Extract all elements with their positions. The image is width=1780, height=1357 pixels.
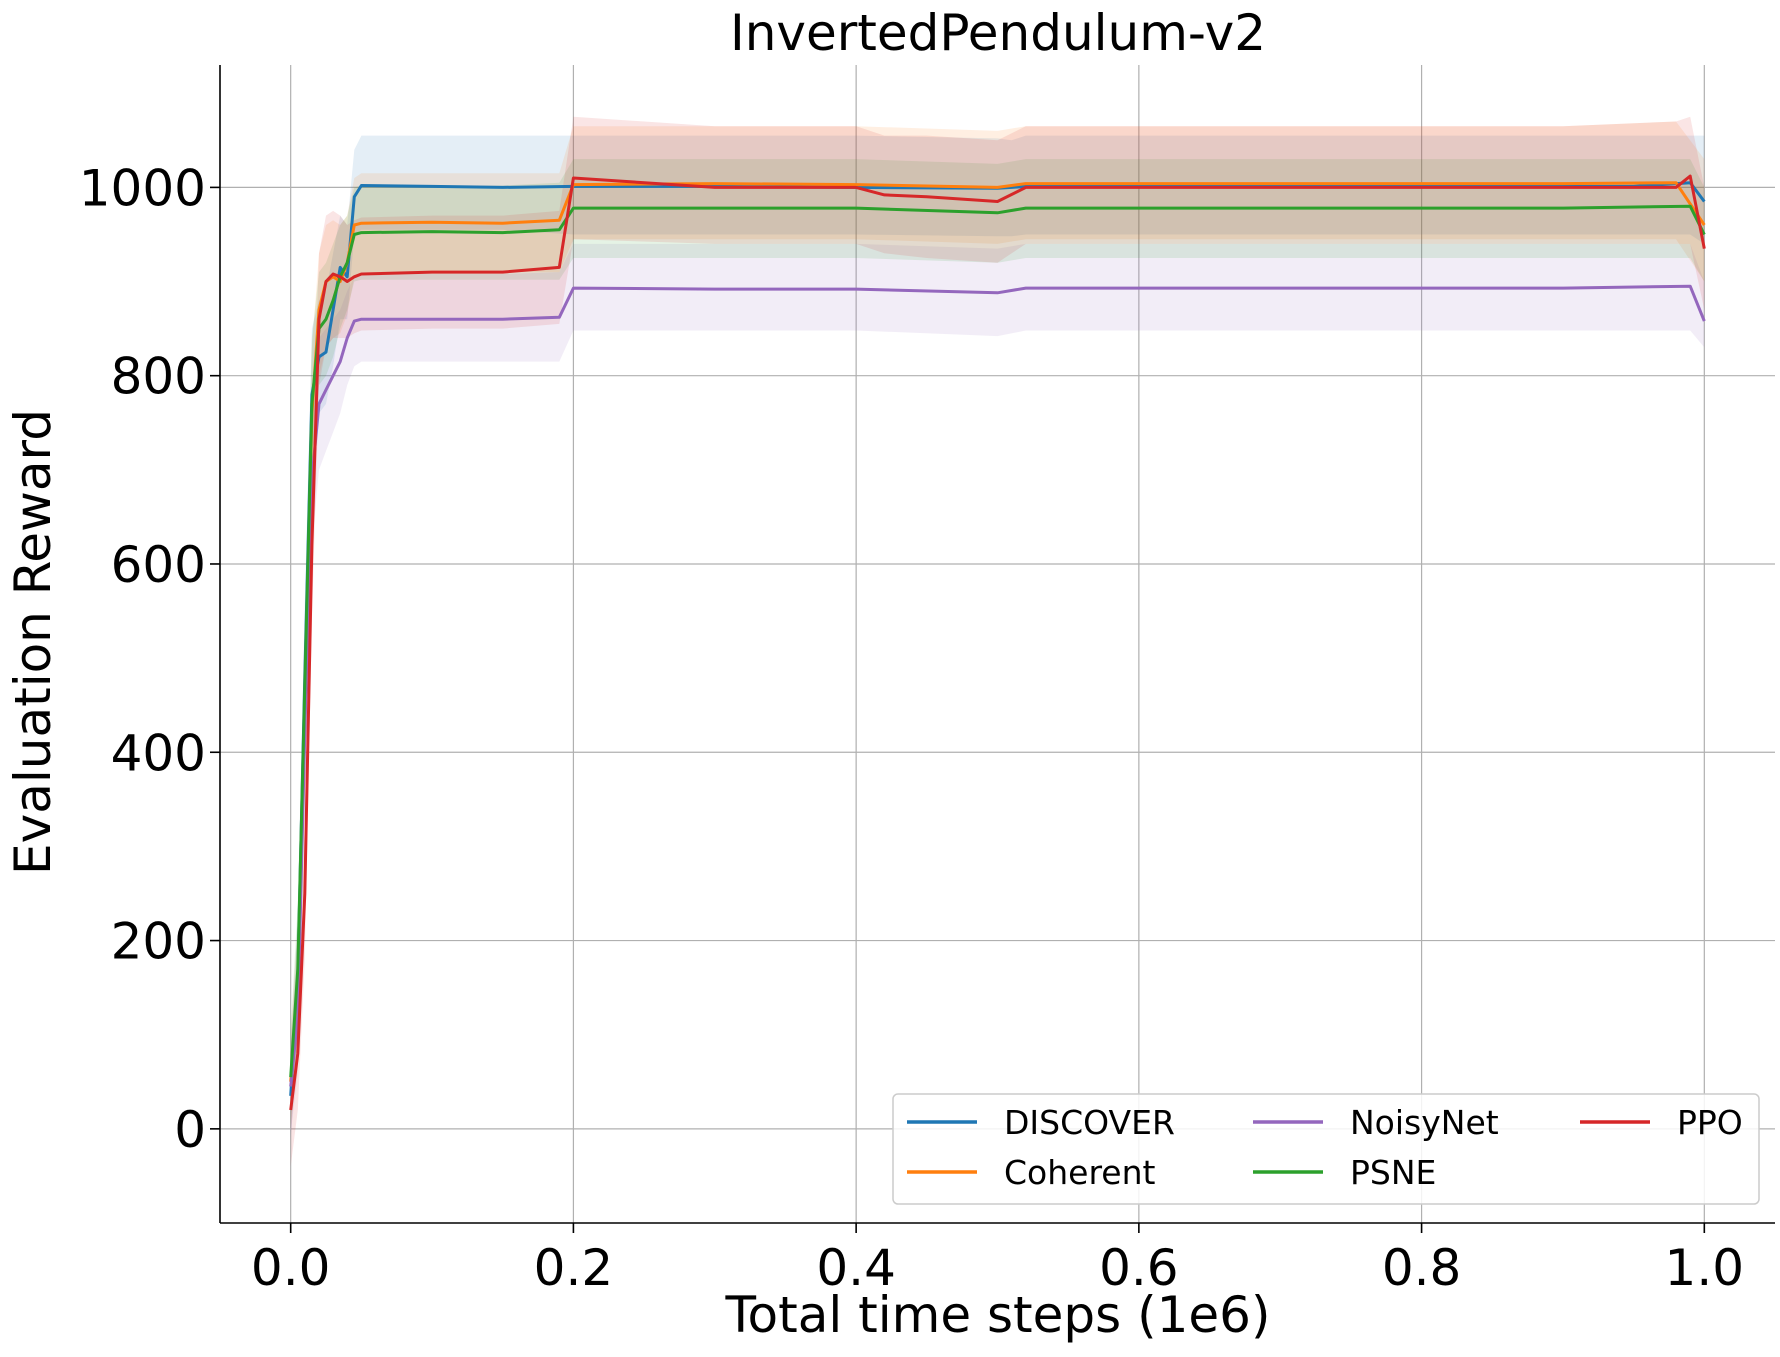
legend-box: [892, 1093, 1760, 1205]
series-lines: [289, 174, 1706, 1111]
y-tick-label: 1000: [79, 159, 206, 217]
legend-label-psne: PSNE: [1350, 1153, 1436, 1192]
ticks: 0.0 0.2 0.4 0.6 0.8 1.0 0 200 400 600 800 1000: [79, 159, 1744, 1297]
y-tick-label: 400: [111, 724, 206, 782]
legend-label-ppo: PPO: [1677, 1103, 1743, 1142]
x-tick-label: 0.2: [534, 1239, 614, 1297]
band-noisynet: [290, 243, 1705, 1134]
y-tick-label: 800: [111, 348, 206, 406]
x-axis-label: Total time steps (1e6): [724, 1286, 1270, 1344]
legend: DISCOVER Coherent NoisyNet PSNE PPO: [892, 1093, 1760, 1205]
x-tick-label: 0.8: [1382, 1239, 1462, 1297]
x-tick-label: 1.0: [1665, 1239, 1745, 1297]
x-tick-label: 0.6: [1099, 1239, 1179, 1297]
line-noisynet: [289, 284, 1706, 1087]
y-tick-label: 200: [111, 913, 206, 971]
line-ppo: [289, 174, 1706, 1111]
legend-label-discover: DISCOVER: [1004, 1103, 1175, 1142]
x-tick-label: 0.0: [251, 1239, 331, 1297]
y-axis-label: Evaluation Reward: [4, 409, 62, 875]
y-tick-label: 0: [174, 1101, 206, 1159]
x-tick-label: 0.4: [816, 1239, 896, 1297]
axes: [219, 65, 1775, 1224]
line-coherent: [289, 181, 1706, 1082]
legend-label-noisynet: NoisyNet: [1350, 1103, 1499, 1142]
chart-title: InvertedPendulum-v2: [730, 4, 1266, 62]
band-psne: [290, 159, 1705, 1125]
y-tick-label: 600: [111, 536, 206, 594]
legend-label-coherent: Coherent: [1004, 1153, 1156, 1192]
grid-lines: [220, 65, 1775, 1223]
